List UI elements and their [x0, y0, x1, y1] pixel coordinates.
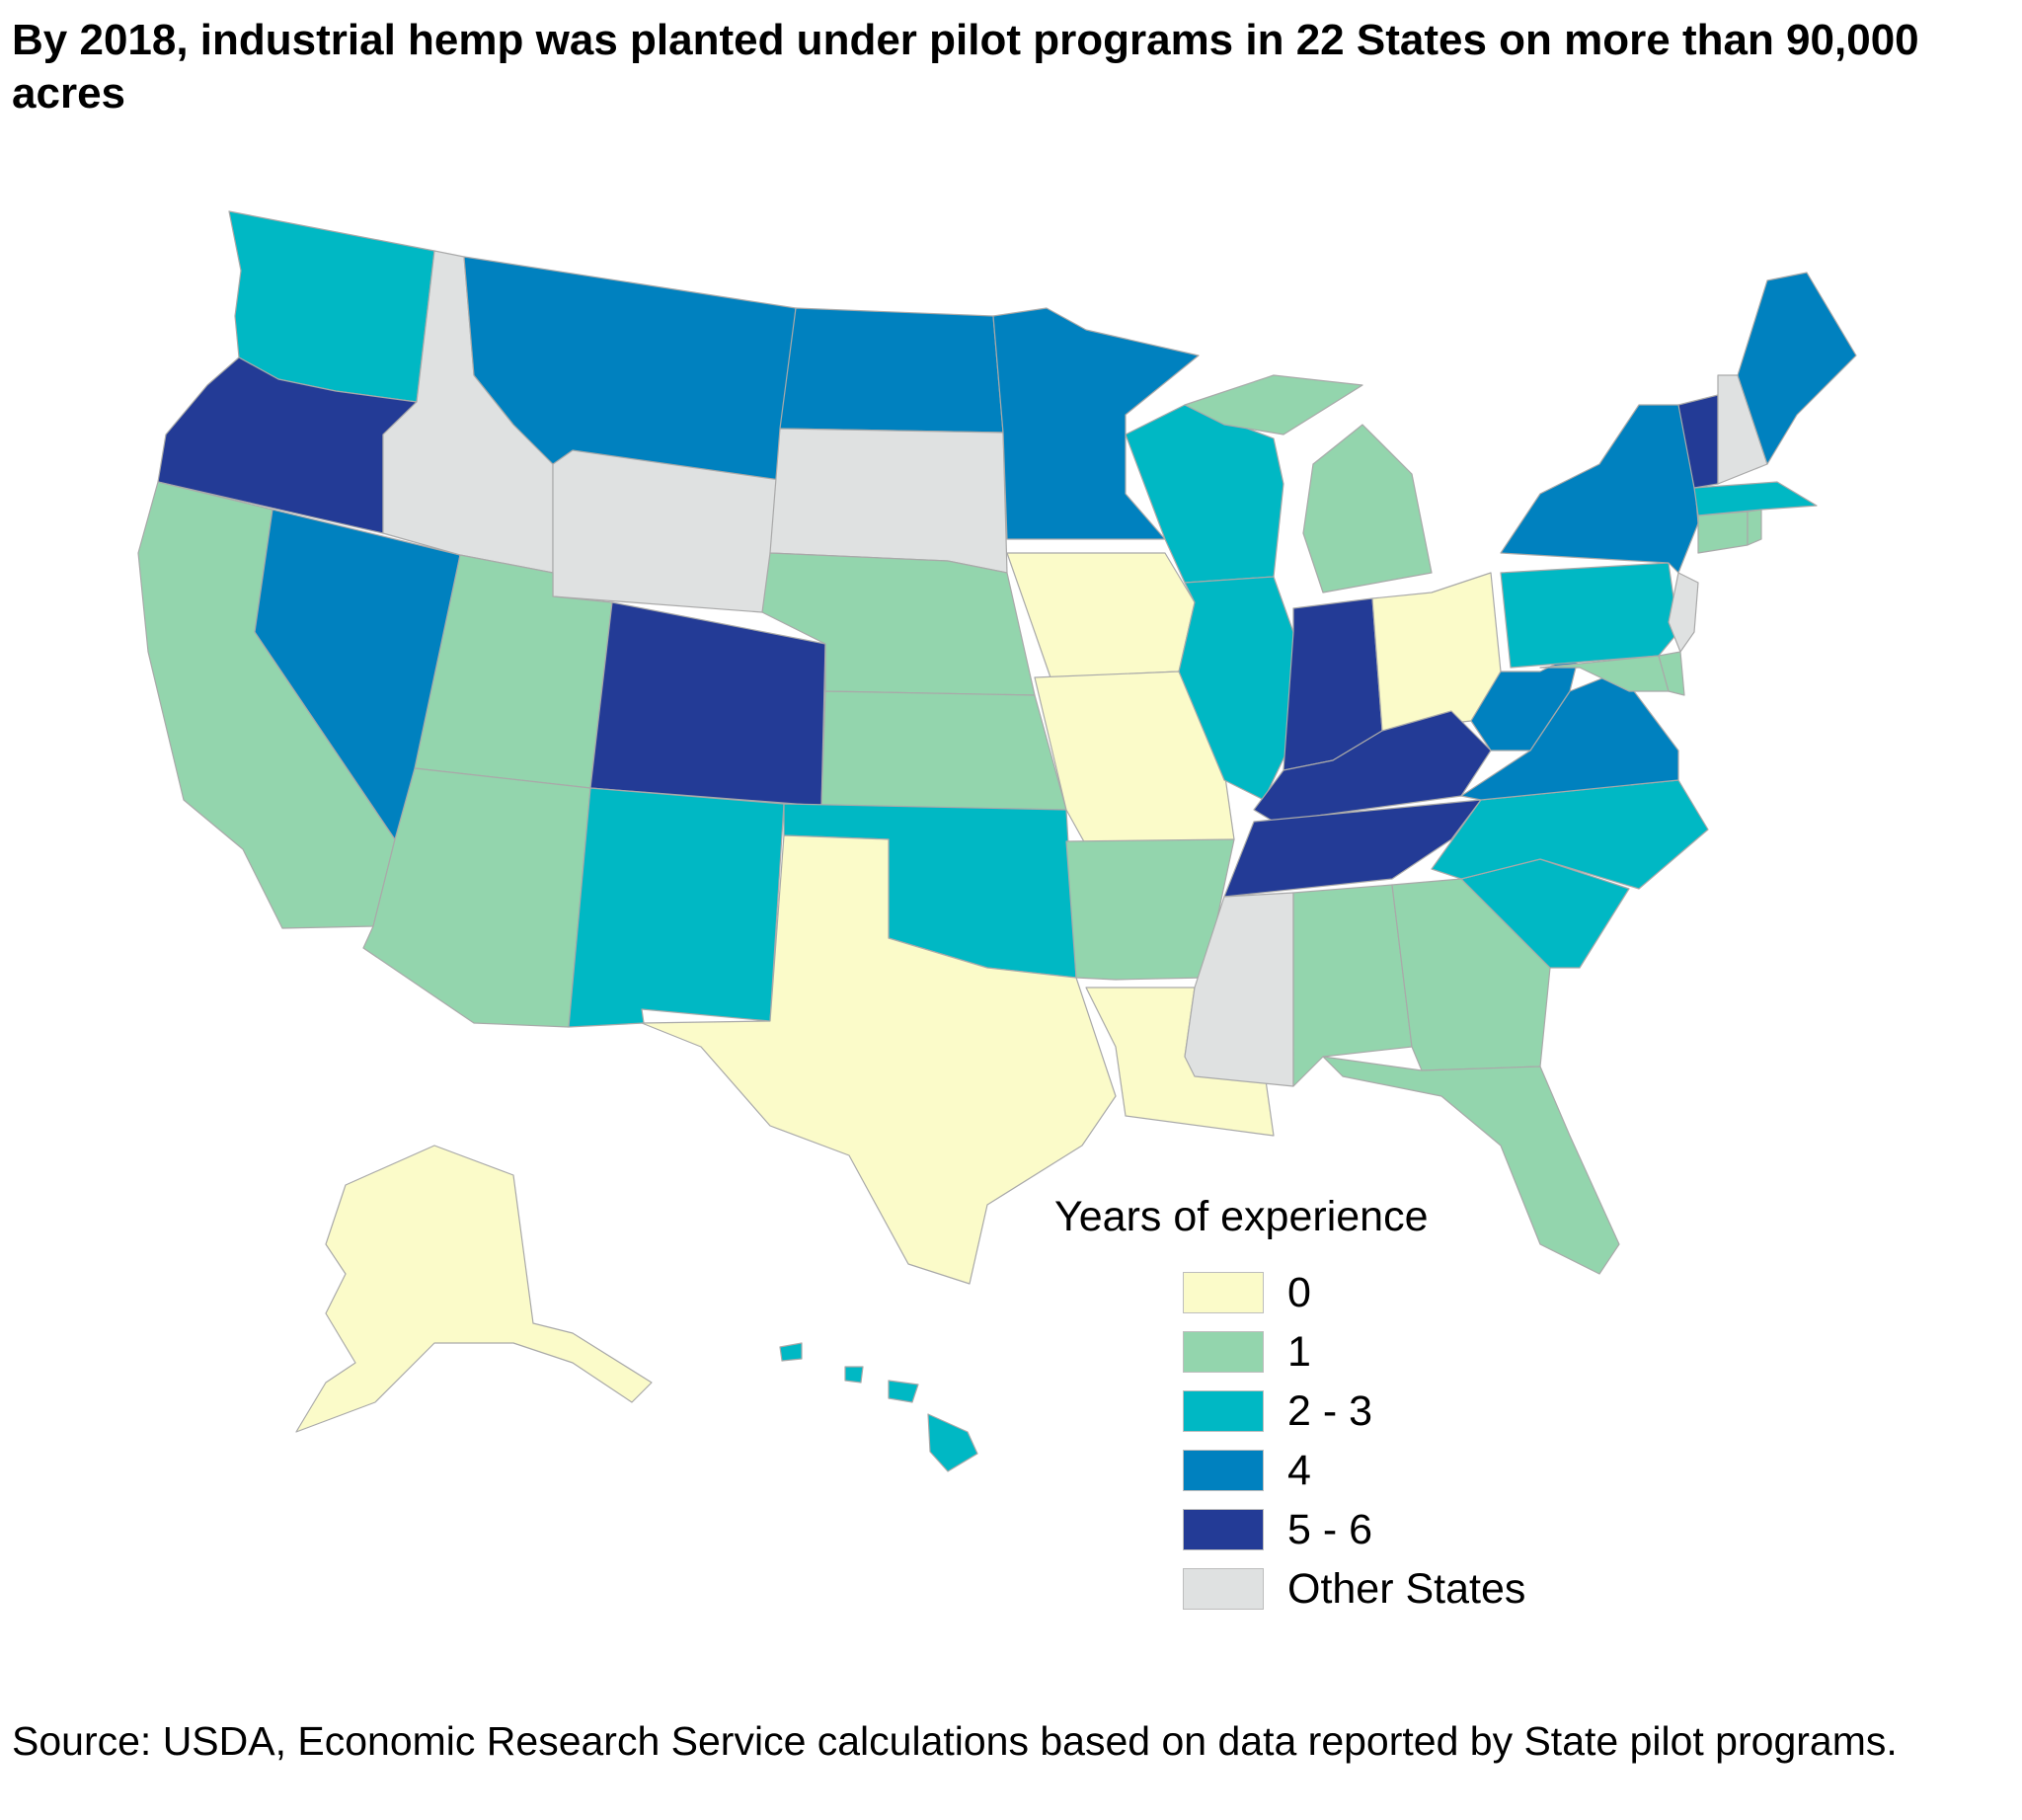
legend-label: 2 - 3 [1287, 1386, 1373, 1435]
state-NM [568, 787, 785, 1028]
legend-swatch [1183, 1568, 1264, 1610]
state-TN [1223, 799, 1482, 898]
legend-label: 1 [1287, 1327, 1311, 1376]
state-ND [779, 307, 1004, 434]
state-MI [1184, 374, 1433, 593]
legend-item-other-states: Other States [1183, 1559, 1738, 1619]
legend-label: Other States [1287, 1564, 1526, 1613]
state-WV [1470, 651, 1581, 752]
legend-swatch [1183, 1331, 1264, 1373]
state-MN [992, 307, 1200, 540]
source-note: Source: USDA, Economic Research Service … [12, 1718, 1898, 1764]
state-NY [1500, 404, 1699, 574]
legend-label: 4 [1287, 1446, 1311, 1494]
legend-swatch [1183, 1509, 1264, 1550]
state-TX [641, 834, 1117, 1285]
map-legend: Years of experience 0 1 2 - 3 4 5 - 6 Ot… [1047, 1193, 1738, 1619]
state-CT [1697, 511, 1749, 554]
state-HI [779, 1342, 978, 1472]
state-RI [1747, 509, 1762, 546]
state-DE [1658, 651, 1685, 696]
legend-swatch [1183, 1390, 1264, 1432]
state-NJ [1668, 572, 1699, 653]
state-IA [1006, 552, 1196, 678]
legend-item-0: 0 [1183, 1263, 1738, 1322]
state-SD [769, 428, 1008, 574]
legend-label: 0 [1287, 1268, 1311, 1316]
legend-item-5-6: 5 - 6 [1183, 1500, 1738, 1559]
legend-item-1: 1 [1183, 1322, 1738, 1382]
legend-title: Years of experience [1054, 1193, 1429, 1240]
legend-label: 5 - 6 [1287, 1505, 1373, 1553]
state-MD [1539, 655, 1670, 692]
state-CO [589, 601, 826, 807]
map-title: By 2018, industrial hemp was planted und… [12, 16, 1919, 118]
state-KS [820, 690, 1067, 811]
state-MA [1693, 481, 1818, 516]
state-FL [1322, 1056, 1620, 1275]
legend-swatch [1183, 1450, 1264, 1491]
state-PA [1500, 562, 1679, 669]
legend-swatch [1183, 1272, 1264, 1313]
state-WY [552, 449, 781, 613]
legend-item-2-3: 2 - 3 [1183, 1382, 1738, 1441]
state-AR [1065, 838, 1235, 981]
state-ME [1737, 272, 1857, 465]
state-AK [295, 1145, 653, 1433]
legend-item-4: 4 [1183, 1441, 1738, 1500]
state-AL [1292, 884, 1413, 1087]
